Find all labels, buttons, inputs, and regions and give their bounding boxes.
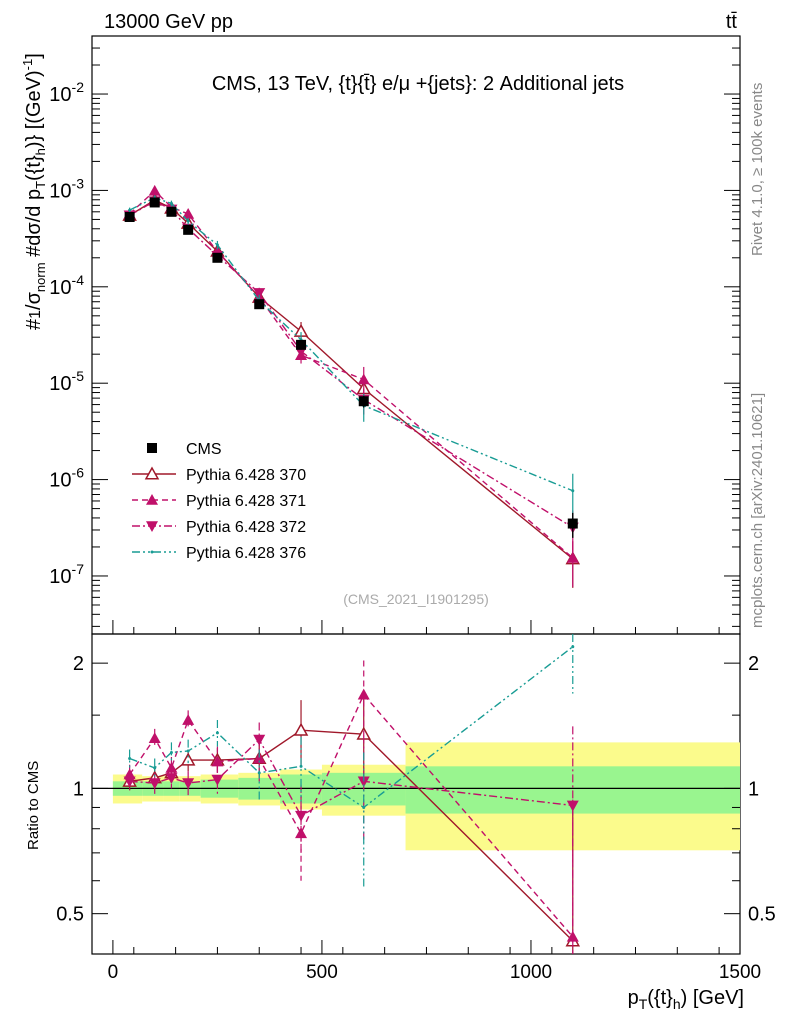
analysis-id: (CMS_2021_I1901295) [343, 591, 489, 607]
ratio-series [122, 634, 581, 954]
y-tick-label: 10-6 [49, 465, 84, 492]
series-point-ratio [123, 776, 136, 788]
series-point-ratio [128, 756, 132, 760]
data-point [212, 252, 223, 263]
series-point-main [169, 201, 173, 205]
mcplots-label: mcplots.cern.ch [arXiv:2401.10621] [749, 393, 766, 628]
series-point-ratio [165, 773, 178, 784]
legend: CMS Pythia 6.428 370 Pythia 6.428 371 Pythi… [132, 441, 306, 562]
series-point-main [148, 184, 161, 196]
series-point-ratio [253, 734, 266, 746]
rivet-label: Rivet 4.1.0, ≥ 100k events [749, 83, 766, 256]
legend-label-data: CMS [186, 441, 222, 458]
ratio-tick-label-left: 2 [73, 653, 84, 675]
ratio-tick-label-left: 0.5 [56, 904, 84, 926]
series-point-main [566, 551, 579, 563]
chart-title: CMS, 13 TeV, {t}{t̄} e/μ +{jets}: 2 Addi… [212, 73, 624, 95]
x-tick-label: 0 [108, 962, 119, 983]
y-tick-label: 10-2 [49, 79, 84, 106]
ratio-tick-label-right: 0.5 [748, 904, 776, 926]
legend-marker [146, 521, 158, 532]
series-point-ratio [566, 800, 579, 812]
series-point-ratio [357, 776, 370, 788]
x-axis-label: pT({t}h) [GeV] [628, 987, 744, 1012]
legend-label: Pythia 6.428 370 [186, 467, 306, 484]
series-point-ratio [357, 688, 370, 700]
data-point [149, 197, 160, 208]
series-point-ratio [211, 774, 224, 786]
series-point-ratio [148, 778, 161, 790]
series-point-ratio [299, 764, 303, 768]
process-label: tt̄ [726, 11, 738, 33]
main-series [122, 184, 581, 588]
data-point [296, 339, 307, 350]
legend-label: Pythia 6.428 376 [186, 545, 306, 562]
y-tick-label: 10-3 [49, 175, 84, 202]
y-tick-label: 10-4 [49, 272, 84, 299]
ratio-y-label: Ratio to CMS [25, 761, 42, 850]
series-point-ratio [169, 750, 173, 754]
ratio-tick-label-right: 1 [748, 778, 759, 800]
beam-label: 13000 GeV pp [104, 11, 233, 33]
series-point-ratio [180, 752, 196, 766]
series-point-ratio [148, 732, 161, 744]
ratio-tick-label-left: 1 [73, 778, 84, 800]
data-point [358, 396, 369, 407]
series-point-ratio [257, 771, 261, 775]
series-point-ratio [215, 731, 219, 735]
series-point-ratio [182, 778, 195, 790]
series-line-ratio [129, 693, 574, 938]
data-point [124, 211, 135, 222]
series-point-ratio [211, 755, 224, 767]
series-point-ratio [571, 645, 575, 649]
y-tick-label: 10-7 [49, 561, 84, 588]
legend-marker [150, 550, 154, 554]
x-tick-label: 500 [306, 962, 338, 983]
series-point-ratio [295, 827, 308, 839]
series-point-main [128, 208, 132, 212]
series-point-ratio [295, 810, 308, 822]
x-tick-label: 1500 [719, 962, 761, 983]
series-point-ratio [186, 749, 190, 753]
legend-marker [146, 494, 158, 505]
series-point-ratio [362, 805, 366, 809]
series-point-main [182, 207, 195, 219]
legend-marker-data [147, 443, 157, 453]
axes: 0 500 1000 1500 10-7 10-6 10-5 10-4 10-3 10-2 0.5 0… [49, 35, 776, 983]
data-point [254, 299, 265, 310]
legend-marker [144, 466, 160, 480]
series-point-ratio [165, 761, 178, 773]
ratio-tick-label-right: 2 [748, 653, 759, 675]
data-point [166, 206, 177, 217]
series-point-main [253, 288, 266, 299]
series-point-main [571, 489, 575, 493]
y-tick-label: 10-5 [49, 368, 84, 395]
series-point-main [215, 243, 219, 247]
svg-text:#1/σnorm #dσ/d pT({t}h)} [(GeV: #1/σnorm #dσ/d pT({t}h)} [(GeV)-1] [20, 53, 48, 330]
legend-label: Pythia 6.428 371 [186, 493, 306, 510]
x-tick-label: 1000 [510, 962, 552, 983]
data-point [567, 518, 578, 529]
series-point-ratio [153, 766, 157, 770]
series-point-main [357, 373, 370, 385]
y-axis-label: #1/σnorm #dσ/d pT({t}h)} [(GeV)-1] [20, 53, 48, 330]
data-point [183, 224, 194, 235]
series-point-ratio [182, 714, 195, 725]
series-point-ratio [293, 722, 309, 736]
legend-label: Pythia 6.428 372 [186, 519, 306, 536]
series-point-main [186, 219, 190, 223]
